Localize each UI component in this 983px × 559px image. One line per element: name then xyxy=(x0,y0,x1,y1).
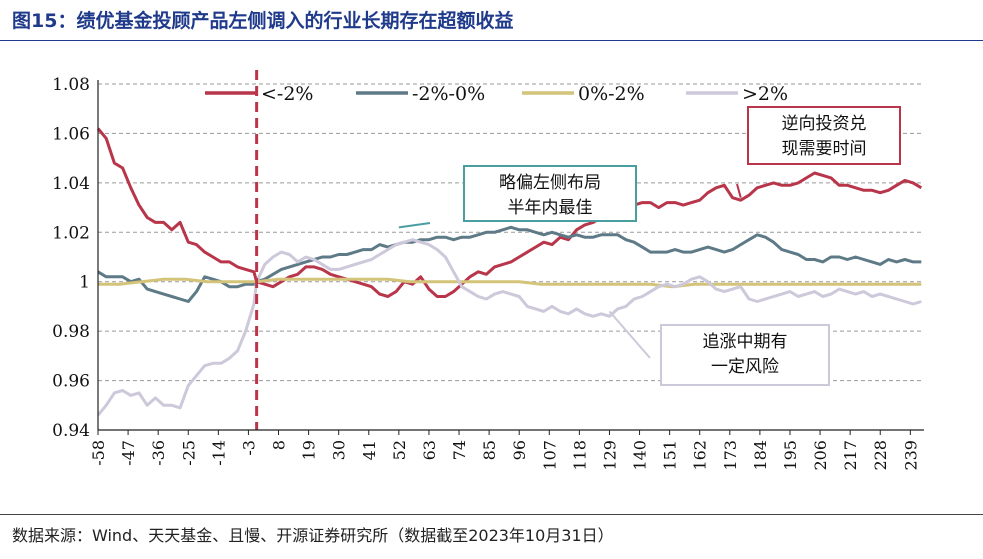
legend-label-1: -2%-0% xyxy=(412,83,485,105)
title-divider xyxy=(0,40,983,41)
x-tick-label-23: 195 xyxy=(781,440,800,471)
x-tick-label-11: 63 xyxy=(420,440,439,460)
x-tick-label-15: 107 xyxy=(540,440,559,471)
x-tick-label-13: 85 xyxy=(480,440,499,460)
y-tick-label-2: 0.98 xyxy=(52,322,90,342)
annotation-box-2 xyxy=(660,324,830,386)
footer-divider xyxy=(0,514,983,515)
annotation-text-2-0: 追涨中期有 xyxy=(703,332,788,352)
annotation-text-0-1: 现需要时间 xyxy=(782,139,867,159)
y-tick-label-6: 1.06 xyxy=(52,124,90,144)
x-tick-label-17: 129 xyxy=(600,440,619,471)
y-tick-label-0: 0.94 xyxy=(52,421,90,441)
annotation-box-1 xyxy=(463,165,637,222)
x-tick-label-3: -25 xyxy=(179,440,198,466)
source-note: 数据来源：Wind、天天基金、且慢、开源证券研究所（数据截至2023年10月31… xyxy=(12,526,614,545)
series-line-3 xyxy=(96,238,922,417)
series-lines xyxy=(96,127,923,417)
annotation-leader-1 xyxy=(398,222,431,229)
annotation-text-1-0: 略偏左侧布局 xyxy=(499,173,601,193)
legend-label-2: 0%-2% xyxy=(578,83,645,105)
x-tick-label-25: 217 xyxy=(841,440,860,471)
x-tick-label-6: 8 xyxy=(270,440,289,450)
legend-label-3: >2% xyxy=(742,83,788,105)
y-tick-label-5: 1.04 xyxy=(52,174,90,194)
annotation-text-1-1: 半年内最佳 xyxy=(508,198,593,218)
annotation-text-0-0: 逆向投资兑 xyxy=(782,114,867,134)
annotation-text-2-1: 一定风险 xyxy=(711,357,779,377)
annotation-box-0 xyxy=(747,106,901,165)
annotation-leader-2 xyxy=(608,310,651,359)
x-tick-label-21: 173 xyxy=(721,440,740,471)
x-tick-label-18: 140 xyxy=(631,440,650,471)
x-tick-label-26: 228 xyxy=(871,440,890,471)
x-tick-label-12: 74 xyxy=(450,440,469,460)
series-line-0 xyxy=(96,127,923,298)
x-tick-label-1: -47 xyxy=(119,440,138,466)
x-tick-label-14: 96 xyxy=(510,440,529,460)
x-tick-label-22: 184 xyxy=(751,440,770,471)
x-tick-label-10: 52 xyxy=(390,440,409,460)
y-tick-label-4: 1.02 xyxy=(52,223,90,243)
x-tick-label-2: -36 xyxy=(149,440,168,466)
x-tick-label-5: -3 xyxy=(239,440,258,456)
y-tick-label-3: 1 xyxy=(79,273,90,293)
series-line-2 xyxy=(98,277,922,289)
x-tick-label-19: 151 xyxy=(661,440,680,471)
x-tick-label-0: -58 xyxy=(89,440,108,466)
figure-title: 图15：绩优基金投顾产品左侧调入的行业长期存在超额收益 xyxy=(12,10,514,32)
y-axis-ticks: 0.94 0.96 0.98 1 1.02 1.04 1.06 1.08 xyxy=(52,75,90,441)
y-tick-label-1: 0.96 xyxy=(52,372,90,392)
x-tick-label-27: 239 xyxy=(901,440,920,471)
legend-label-0: <-2% xyxy=(261,83,313,105)
legend: <-2% -2%-0% 0%-2% >2% xyxy=(205,83,788,105)
x-tick-label-8: 30 xyxy=(330,440,349,460)
x-tick-label-7: 19 xyxy=(300,440,319,460)
x-tick-label-4: -14 xyxy=(209,440,228,466)
x-tick-label-24: 206 xyxy=(811,440,830,471)
y-tick-label-7: 1.08 xyxy=(52,75,90,95)
x-tick-label-9: 41 xyxy=(360,440,379,460)
x-tick-label-16: 118 xyxy=(570,440,589,471)
annotation-leader-0 xyxy=(736,183,742,198)
axes xyxy=(97,80,924,431)
series-line-1 xyxy=(97,225,922,303)
x-axis-ticks: -58 -47 -36 -25 -14 -3 8 19 30 41 52 63 74 85 96 107 118… xyxy=(89,430,920,471)
x-tick-label-20: 162 xyxy=(691,440,710,471)
